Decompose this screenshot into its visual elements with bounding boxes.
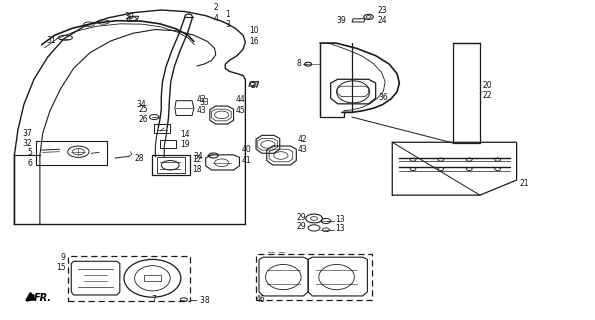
Text: 34: 34 [193, 152, 203, 161]
Text: 46: 46 [256, 295, 266, 304]
Text: 33: 33 [200, 98, 209, 108]
Text: 14
19: 14 19 [180, 130, 190, 149]
Text: 5
6: 5 6 [27, 148, 32, 168]
Text: 29: 29 [297, 222, 306, 231]
Text: 39: 39 [336, 16, 346, 25]
Text: 20
22: 20 22 [483, 81, 492, 100]
Text: 13: 13 [336, 224, 345, 233]
Text: 34: 34 [137, 100, 146, 109]
Text: 44
45: 44 45 [236, 95, 246, 115]
Text: 21: 21 [519, 179, 529, 188]
Text: 27: 27 [250, 81, 260, 90]
Text: 42
43: 42 43 [196, 95, 206, 115]
Text: 40
41: 40 41 [242, 145, 252, 164]
Text: 30: 30 [124, 12, 134, 21]
Text: 2
4: 2 4 [214, 4, 218, 23]
Text: 31: 31 [46, 36, 56, 45]
Text: 9
15: 9 15 [56, 253, 65, 272]
Text: 13: 13 [336, 215, 345, 224]
Text: 1
3: 1 3 [226, 10, 230, 29]
Text: 42
43: 42 43 [298, 135, 307, 155]
Text: 29: 29 [297, 213, 306, 222]
Text: FR.: FR. [34, 293, 52, 303]
Text: 36: 36 [378, 93, 388, 102]
Text: 28: 28 [134, 154, 144, 163]
Text: 8: 8 [296, 59, 301, 68]
Text: 37
32: 37 32 [23, 129, 32, 148]
Text: — 38: — 38 [190, 296, 209, 305]
Text: 7: 7 [152, 295, 156, 304]
Text: 10
16: 10 16 [249, 26, 259, 45]
Text: 23
24: 23 24 [377, 6, 387, 25]
Text: 25
26: 25 26 [139, 105, 148, 124]
Text: 12
18: 12 18 [192, 155, 202, 174]
